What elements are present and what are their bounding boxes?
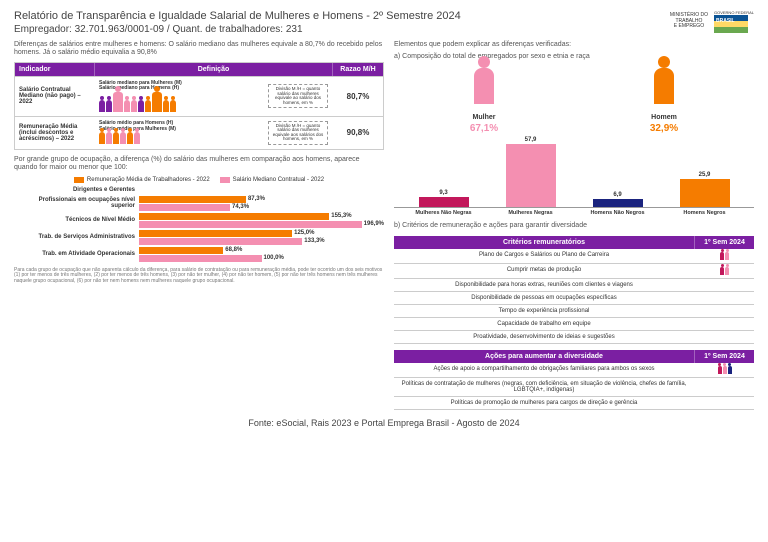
comp-bar: 25,9 (661, 172, 748, 207)
criteria-row: Ações de apoio a compartilhamento de obr… (394, 363, 754, 378)
hbar-row: Profissionais em ocupações nível superio… (14, 196, 384, 211)
hbar-row: Trab. em Atividade Operacionais68,8%100,… (14, 247, 384, 262)
hbar-row: Dirigentes e Gerentes (14, 187, 384, 194)
indicator-row: Remuneração Média (inclui descontos e ac… (15, 116, 383, 149)
right-column: Elementos que podem explicar as diferenç… (394, 41, 754, 410)
left-intro: Diferenças de salários entre mulheres e … (14, 41, 384, 58)
comp-bar: 9,3 (400, 190, 487, 207)
composition-bars: 9,357,96,925,9 (394, 138, 754, 208)
criteria-table-1: Critérios remuneratórios 1º Sem 2024 Pla… (394, 236, 754, 344)
footnote: Para cada grupo de ocupação que não apar… (14, 268, 384, 285)
legend-b: Salário Mediano Contratual - 2022 (220, 177, 324, 183)
ministry-logo: MINISTÉRIO DO TRABALHO E EMPREGO (670, 13, 708, 30)
th-razao: Razao M/H (333, 63, 383, 76)
criteria-row: Cumprir metas de produção (394, 264, 754, 279)
homem-icon: Homem 32,9% (650, 68, 678, 134)
legend-a: Remuneração Média de Trabalhadores - 202… (74, 177, 210, 183)
th-indicador: Indicador (15, 63, 95, 76)
criteria-row: Políticas de contratação de mulheres (ne… (394, 378, 754, 397)
criteria-row: Tempo de experiência profissional (394, 305, 754, 318)
criteria-row: Proatividade, desenvolvimento de ideias … (394, 331, 754, 344)
criteria-row: Plano de Cargos e Salários ou Plano de C… (394, 249, 754, 264)
left-section2: Por grande grupo de ocupação, a diferenç… (14, 156, 384, 173)
page-subtitle: Empregador: 32.701.963/0001-09 / Quant. … (14, 24, 670, 35)
logos: MINISTÉRIO DO TRABALHO E EMPREGO GOVERNO… (670, 10, 754, 33)
criteria-row: Disponibilidade de pessoas em ocupações … (394, 292, 754, 305)
indicator-row: Salário Contratual Mediano (não pago) – … (15, 76, 383, 116)
hbar-row: Técnicos de Nível Médio155,3%196,9% (14, 213, 384, 228)
right-intro: Elementos que podem explicar as diferenç… (394, 41, 754, 49)
criteria-row: Capacidade de trabalho em equipe (394, 318, 754, 331)
header: Relatório de Transparência e Igualdade S… (14, 10, 754, 35)
indicator-table: Indicador Definição Razao M/H Salário Co… (14, 62, 384, 150)
composition-icons: Mulher 67,1% Homem 32,9% (394, 68, 754, 134)
comp-bar: 6,9 (574, 192, 661, 206)
criteria-row: Disponibilidade para horas extras, reuni… (394, 279, 754, 292)
hbar-chart: Remuneração Média de Trabalhadores - 202… (14, 177, 384, 262)
right-b-label: b) Critérios de remuneração e ações para… (394, 222, 754, 230)
criteria-table-2: Ações para aumentar a diversidade 1º Sem… (394, 350, 754, 410)
hbar-row: Trab. de Serviços Administrativos125,0%1… (14, 230, 384, 245)
page-title: Relatório de Transparência e Igualdade S… (14, 10, 670, 22)
left-column: Diferenças de salários entre mulheres e … (14, 41, 384, 410)
mulher-icon: Mulher 67,1% (470, 68, 498, 134)
brasil-logo: GOVERNO FEDERAL (714, 10, 754, 33)
right-a-label: a) Composição do total de empregados por… (394, 53, 754, 61)
comp-bar: 57,9 (487, 137, 574, 207)
source: Fonte: eSocial, Rais 2023 e Portal Empre… (14, 418, 754, 428)
th-definicao: Definição (95, 63, 333, 76)
criteria-row: Políticas de promoção de mulheres para c… (394, 397, 754, 410)
